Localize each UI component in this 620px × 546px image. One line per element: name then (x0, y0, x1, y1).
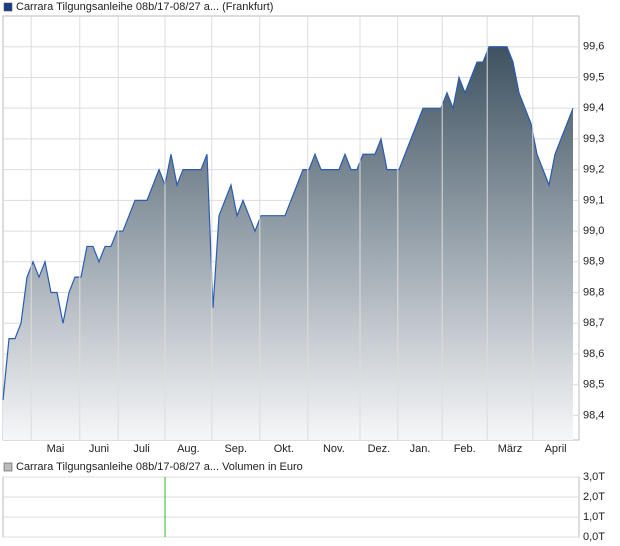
x-tick-label: Nov. (323, 443, 345, 455)
x-tick-label: Aug. (177, 443, 200, 455)
y-tick-label: 99,0 (583, 225, 604, 237)
volume-frame (2, 476, 580, 538)
y-tick-label: 99,5 (583, 71, 604, 83)
price-line (2, 46, 574, 401)
legend-swatch (3, 2, 13, 12)
y-tick-label: 99,6 (583, 41, 604, 53)
y-tick-label: 99,2 (583, 164, 604, 176)
x-tick-label: Juli (133, 443, 150, 455)
y-tick-label: 98,5 (583, 379, 604, 391)
x-tick-label: Okt. (274, 443, 294, 455)
y-tick-label: 98,9 (583, 256, 604, 268)
y-tick-label: 2,0T (583, 491, 605, 503)
y-tick-label: 1,0T (583, 511, 605, 523)
legend-label: Carrara Tilgungsanleihe 08b/17-08/27 a..… (16, 461, 303, 473)
legend-label: Carrara Tilgungsanleihe 08b/17-08/27 a..… (16, 1, 273, 13)
y-tick-label: 99,3 (583, 133, 604, 145)
y-tick-label: 99,4 (583, 102, 604, 114)
y-tick-label: 0,0T (583, 531, 605, 543)
x-tick-label: April (545, 443, 567, 455)
x-tick-label: Juni (89, 443, 109, 455)
legend-swatch (3, 462, 13, 472)
y-tick-label: 98,8 (583, 286, 604, 298)
y-tick-label: 98,6 (583, 348, 604, 360)
y-tick-label: 99,1 (583, 194, 604, 206)
x-tick-label: März (498, 443, 522, 455)
y-tick-label: 98,4 (583, 409, 604, 421)
area-fill (3, 46, 573, 440)
x-tick-label: Mai (47, 443, 65, 455)
y-tick-label: 3,0T (583, 471, 605, 483)
layer: 98,4 98,5 98,6 98,7 98,8 98,9 99,0 99,1 99,2 99,3… (2, 1, 605, 543)
y-tick-label: 98,7 (583, 317, 604, 329)
x-tick-label: Jan. (410, 443, 431, 455)
x-tick-label: Sep. (224, 443, 247, 455)
x-tick-label: Feb. (454, 443, 476, 455)
x-tick-label: Dez. (368, 443, 391, 455)
